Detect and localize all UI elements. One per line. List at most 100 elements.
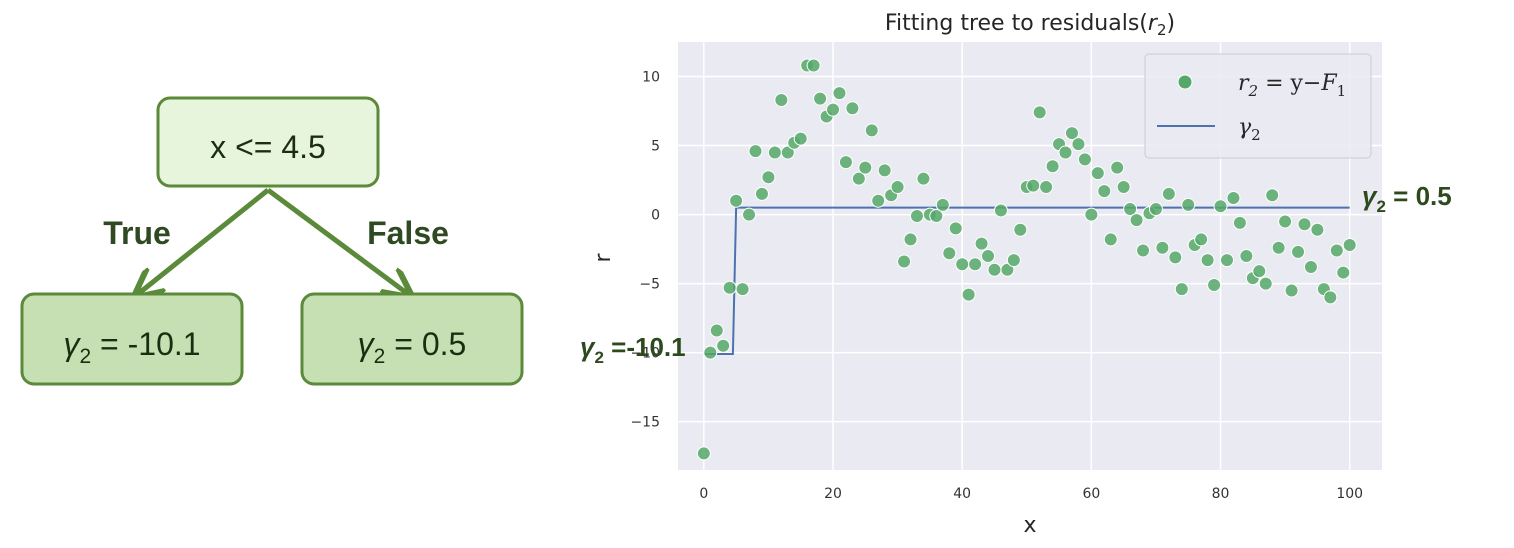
x-tick-label: 0 xyxy=(699,486,708,502)
chart-title: Fitting tree to residuals(r2) xyxy=(885,11,1175,39)
residual-point xyxy=(1336,265,1351,280)
residual-point xyxy=(793,131,808,146)
x-tick-label: 20 xyxy=(824,486,842,502)
tree-right-leaf-label: γ2 = 0.5 xyxy=(358,326,467,368)
residual-point xyxy=(987,262,1002,277)
decision-tree: x <= 4.5 True False γ2 = -10.1 γ2 = 0.5 xyxy=(20,96,524,386)
residual-point xyxy=(890,179,905,194)
residual-point xyxy=(1232,215,1247,230)
residual-point xyxy=(1284,283,1299,298)
residual-point xyxy=(1200,253,1215,268)
residual-point xyxy=(754,186,769,201)
residual-point xyxy=(1123,202,1138,217)
y-tick-label: −10 xyxy=(630,346,660,362)
residual-point xyxy=(774,92,789,107)
residual-point xyxy=(1278,214,1293,229)
residual-point xyxy=(916,171,931,186)
y-tick-label: 10 xyxy=(642,70,660,86)
residual-chart: Fitting tree to residuals(r2) 0 20 40 60 80 1… xyxy=(591,11,1382,538)
residual-point xyxy=(1155,240,1170,255)
residual-point xyxy=(1136,243,1151,258)
tree-root-label: x <= 4.5 xyxy=(210,129,326,165)
legend-point-marker xyxy=(1177,74,1193,90)
residual-point xyxy=(716,338,731,353)
legend-box xyxy=(1144,53,1372,159)
residual-point xyxy=(1161,186,1176,201)
residual-point xyxy=(1071,137,1086,152)
tree-left-leaf xyxy=(20,292,244,386)
residual-point xyxy=(1097,184,1112,199)
residual-point xyxy=(1129,213,1144,228)
residual-point xyxy=(1297,217,1312,232)
residual-point xyxy=(1271,240,1286,255)
residual-point xyxy=(1258,276,1273,291)
residual-point xyxy=(961,287,976,302)
residual-point xyxy=(1303,260,1318,275)
legend: r2 = y−F1 γ2 xyxy=(1144,53,1372,159)
residual-point xyxy=(1265,188,1280,203)
x-tick-label: 80 xyxy=(1212,486,1230,502)
x-tick-label: 100 xyxy=(1336,486,1363,502)
residual-point xyxy=(993,203,1008,218)
y-tick-label: 0 xyxy=(651,208,660,224)
residual-point xyxy=(1084,207,1099,222)
residual-point xyxy=(1194,232,1209,247)
residual-point xyxy=(1103,232,1118,247)
legend-points-label: r2 = y−F1 xyxy=(1238,71,1346,100)
residual-point xyxy=(1252,264,1267,279)
residual-point xyxy=(780,145,795,160)
residual-point xyxy=(929,208,944,223)
residual-point xyxy=(948,221,963,236)
residual-point xyxy=(1090,166,1105,181)
y-tick-label: 5 xyxy=(651,139,660,155)
annotation-left-leaf-value: γ2 =-10.1 xyxy=(580,332,686,367)
tree-edge-true xyxy=(138,188,270,294)
residual-point xyxy=(767,145,782,160)
gamma2-step-line xyxy=(703,206,1350,356)
residual-point xyxy=(735,282,750,297)
residual-point xyxy=(1013,222,1028,237)
residual-point xyxy=(1219,253,1234,268)
residual-point xyxy=(709,323,724,338)
tree-left-leaf-label: γ2 = -10.1 xyxy=(63,326,200,368)
residual-point xyxy=(1291,244,1306,259)
y-axis-label: r xyxy=(591,253,616,263)
residual-point xyxy=(729,193,744,208)
annotation-right-leaf-value: γ2 = 0.5 xyxy=(1362,181,1452,216)
residual-point xyxy=(1181,197,1196,212)
residual-point xyxy=(1110,160,1125,175)
residual-point xyxy=(1213,199,1228,214)
residual-point xyxy=(1064,126,1079,141)
residual-point xyxy=(1148,202,1163,217)
residual-point xyxy=(1174,282,1189,297)
residual-point xyxy=(903,232,918,247)
residual-point xyxy=(1032,105,1047,120)
residual-point xyxy=(1039,179,1054,194)
residual-point xyxy=(1058,145,1073,160)
residual-point xyxy=(1342,237,1357,252)
residual-point xyxy=(968,257,983,272)
residual-point xyxy=(955,257,970,272)
residual-point xyxy=(722,280,737,295)
residual-point xyxy=(813,91,828,106)
residual-point xyxy=(1239,249,1254,263)
residual-point xyxy=(1168,250,1183,265)
x-tick-label: 40 xyxy=(953,486,971,502)
residual-point xyxy=(703,345,718,360)
gamma2-series xyxy=(703,206,1350,356)
tree-edge-false xyxy=(266,187,408,294)
residual-point xyxy=(1000,262,1015,277)
tree-right-leaf xyxy=(300,292,524,386)
residual-point xyxy=(858,160,873,175)
residual-point xyxy=(1329,243,1344,258)
y-axis-ticks: −15 −10 −5 0 5 10 xyxy=(630,70,660,431)
residual-point xyxy=(864,123,879,138)
residual-point xyxy=(742,207,757,222)
residual-point xyxy=(1045,159,1060,174)
residual-point xyxy=(1006,253,1021,268)
x-axis-ticks: 0 20 40 60 80 100 xyxy=(699,486,1363,502)
y-tick-label: −15 xyxy=(630,415,660,431)
residual-point xyxy=(942,246,957,261)
residual-point xyxy=(897,254,912,269)
